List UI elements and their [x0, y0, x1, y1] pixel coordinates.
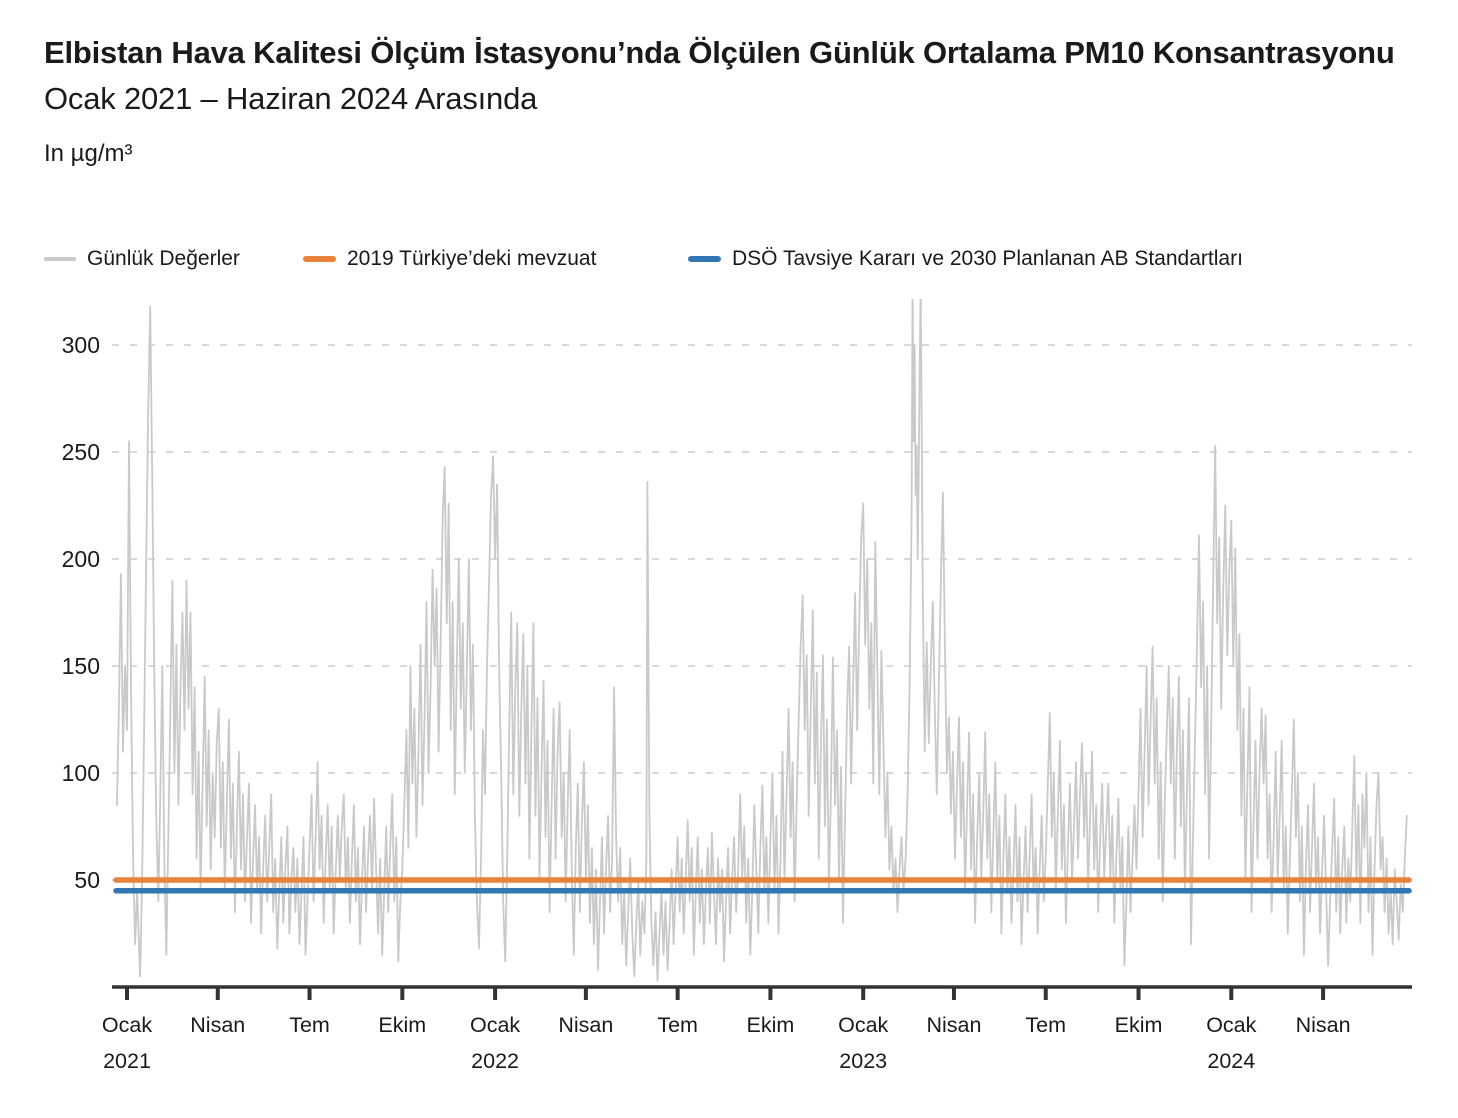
y-tick-label-250: 250 [62, 439, 100, 465]
legend-label-who-recommendation: DSÖ Tavsiye Kararı ve 2030 Planlanan AB … [732, 247, 1243, 270]
x-tick-label: Nisan [926, 1013, 981, 1037]
x-tick-label: Ocak [838, 1013, 888, 1037]
legend-item-daily-values: Günlük Değerler [44, 247, 240, 271]
x-tick-label: Nisan [190, 1013, 245, 1037]
y-tick-label-300: 300 [62, 332, 100, 358]
daily-values-line-swatch-icon [44, 257, 76, 261]
legend-item-who-recommendation: DSÖ Tavsiye Kararı ve 2030 Planlanan AB … [688, 247, 1243, 271]
daily-values-series-line [116, 299, 1408, 982]
y-tick-label-200: 200 [62, 546, 100, 572]
y-tick-label-50: 50 [74, 867, 100, 893]
x-tick-label: Ocak [1206, 1013, 1256, 1037]
legend-label-turkey-regulation: 2019 Türkiye’deki mevzuat [347, 247, 597, 270]
x-axis: Ocak 2021 Nisan Tem Ekim Ocak 2022 Nisan Tem Ekim… [102, 985, 1412, 1073]
x-tick-year-label: 2023 [839, 1049, 887, 1073]
y-gridlines: 50 100 150 200 250 300 [62, 332, 1412, 893]
who-line-swatch-icon [688, 256, 721, 262]
chart-title-period: Ocak 2021 – Haziran 2024 Arasında [44, 80, 538, 116]
x-tick-year-label: 2024 [1207, 1049, 1255, 1073]
y-tick-label-100: 100 [62, 760, 100, 786]
y-tick-label-150: 150 [62, 653, 100, 679]
x-tick-label: Tem [657, 1013, 698, 1037]
chart-subtitle: In µg/m³ [44, 140, 133, 167]
x-tick-year-label: 2021 [103, 1049, 151, 1073]
x-tick-label: Ekim [1115, 1013, 1163, 1037]
x-tick-label: Ekim [378, 1013, 426, 1037]
legend-item-turkey-regulation: 2019 Türkiye’deki mevzuat [303, 247, 596, 271]
x-tick-year-label: 2022 [471, 1049, 519, 1073]
chart-title-bold: Elbistan Hava Kalitesi Ölçüm İstasyonu’n… [44, 35, 1395, 70]
x-tick-label: Nisan [558, 1013, 613, 1037]
chart-title: Elbistan Hava Kalitesi Ölçüm İstasyonu’n… [44, 30, 1404, 122]
regulation-line-swatch-icon [303, 256, 336, 262]
x-tick-label: Ekim [747, 1013, 795, 1037]
chart-legend: Günlük Değerler 2019 Türkiye’deki mevzua… [0, 247, 1458, 273]
legend-label-daily-values: Günlük Değerler [87, 247, 240, 270]
x-tick-label: Tem [289, 1013, 330, 1037]
x-tick-label: Ocak [470, 1013, 520, 1037]
x-tick-label: Ocak [102, 1013, 152, 1037]
x-tick-label: Tem [1025, 1013, 1066, 1037]
x-tick-label: Nisan [1296, 1013, 1351, 1037]
